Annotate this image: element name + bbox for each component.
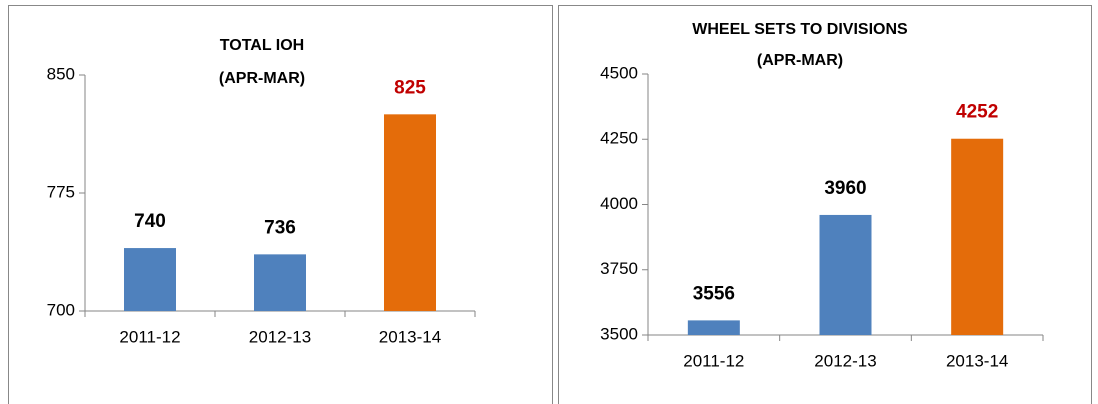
data-label: 740 [134, 211, 166, 232]
chart-subtitle: (APR-MAR) [757, 52, 843, 69]
y-tick-label: 4500 [600, 63, 638, 82]
panel-left [8, 5, 553, 404]
bar [254, 254, 306, 311]
y-tick-label: 3500 [600, 324, 638, 343]
x-tick-label: 2012-13 [249, 327, 311, 346]
data-label: 3556 [693, 283, 735, 304]
chart-title: TOTAL IOH [220, 37, 304, 54]
data-label: 4252 [956, 102, 998, 123]
data-label: 3960 [824, 178, 866, 199]
bar [687, 320, 740, 335]
y-tick-label: 775 [47, 182, 75, 201]
bar [819, 214, 872, 335]
data-label: 736 [264, 217, 296, 238]
y-tick-label: 700 [47, 300, 75, 319]
x-tick-label: 2013-14 [946, 351, 1008, 370]
data-label: 825 [394, 77, 426, 98]
bar [951, 138, 1004, 335]
bar [124, 248, 176, 311]
x-tick-label: 2011-12 [683, 351, 744, 370]
x-tick-label: 2013-14 [379, 327, 441, 346]
x-tick-label: 2011-12 [119, 327, 180, 346]
y-tick-label: 4250 [600, 129, 638, 148]
y-tick-label: 4000 [600, 194, 638, 213]
chart-subtitle: (APR-MAR) [219, 70, 305, 87]
x-tick-label: 2012-13 [814, 351, 876, 370]
y-tick-label: 3750 [600, 259, 638, 278]
bar [384, 114, 436, 311]
chart-title: WHEEL SETS TO DIVISIONS [692, 21, 908, 38]
y-tick-label: 850 [47, 64, 75, 83]
